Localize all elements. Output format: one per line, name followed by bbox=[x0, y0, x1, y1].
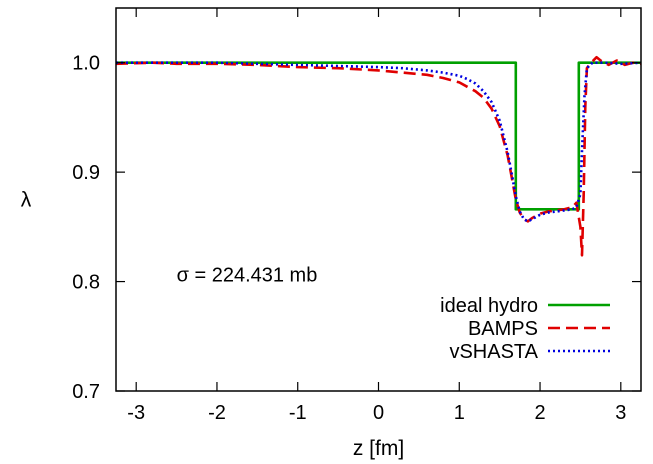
x-tick-label: 3 bbox=[615, 402, 626, 424]
x-tick-label: -1 bbox=[289, 402, 307, 424]
y-tick-label: 0.8 bbox=[72, 272, 100, 294]
sigma-annotation: σ = 224.431 mb bbox=[177, 265, 318, 287]
series-line-bamps bbox=[115, 55, 642, 257]
ticks-layer: -3 -2 -1 0 1 2 3 0.7 0.8 0.9 1.0 bbox=[72, 8, 641, 424]
y-tick-label: 0.7 bbox=[72, 381, 100, 403]
y-axis-label: λ bbox=[21, 189, 32, 212]
y-tick-label: 0.9 bbox=[72, 162, 100, 184]
x-tick-label: 0 bbox=[373, 402, 384, 424]
x-tick-label: 1 bbox=[454, 402, 465, 424]
legend-label: BAMPS bbox=[468, 318, 538, 340]
plot-frame bbox=[115, 7, 642, 392]
series-line-vshasta bbox=[116, 61, 642, 223]
x-tick-label: -2 bbox=[208, 402, 226, 424]
x-axis-label: z [fm] bbox=[353, 437, 404, 460]
legend-label: vSHASTA bbox=[449, 341, 538, 363]
x-tick-label: 2 bbox=[534, 402, 545, 424]
y-tick-label: 1.0 bbox=[72, 53, 100, 75]
x-tick-label: -3 bbox=[127, 402, 145, 424]
series-line-ideal-hydro bbox=[116, 61, 641, 211]
series-layer bbox=[115, 55, 642, 257]
legend-label: ideal hydro bbox=[440, 295, 538, 317]
